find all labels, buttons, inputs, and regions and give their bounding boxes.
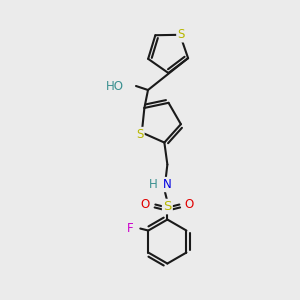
Text: S: S xyxy=(177,28,185,41)
Text: HO: HO xyxy=(106,80,124,92)
Text: N: N xyxy=(164,178,172,191)
Text: F: F xyxy=(127,222,134,235)
Text: S: S xyxy=(163,200,172,213)
Text: H: H xyxy=(149,178,158,191)
Text: O: O xyxy=(185,198,194,211)
Text: S: S xyxy=(136,128,143,141)
Text: O: O xyxy=(141,198,150,211)
